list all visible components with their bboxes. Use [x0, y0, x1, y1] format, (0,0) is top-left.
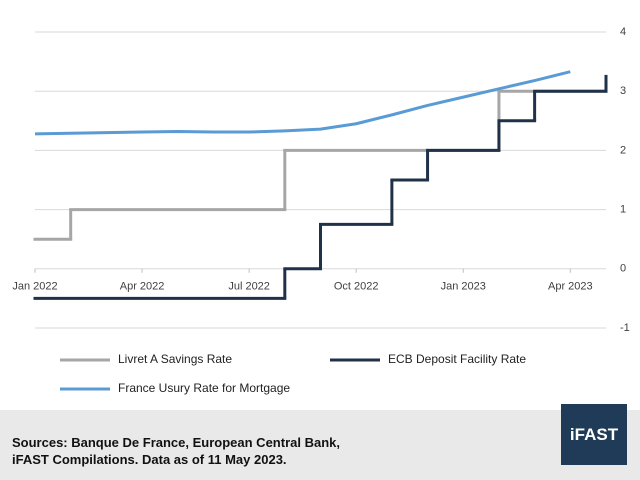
y-tick-label: 0	[620, 263, 626, 275]
y-tick-label: 3	[620, 85, 626, 97]
y-tick-label: -1	[620, 322, 630, 334]
x-tick-label: Apr 2022	[120, 281, 165, 293]
source-line: iFAST Compilations. Data as of 11 May 20…	[12, 452, 287, 467]
logo: iFAST	[561, 404, 627, 465]
x-tick-label: Apr 2023	[548, 281, 593, 293]
y-tick-label: 1	[620, 204, 626, 216]
legend-label: ECB Deposit Facility Rate	[388, 352, 526, 366]
y-tick-label: 4	[620, 26, 626, 38]
source-note: Sources: Banque De France, European Cent…	[12, 434, 340, 468]
x-tick-label: Jan 2023	[441, 281, 486, 293]
footer: Sources: Banque De France, European Cent…	[0, 404, 640, 480]
legend-label: Livret A Savings Rate	[118, 352, 232, 366]
x-tick-label: Jan 2022	[12, 281, 57, 293]
x-tick-label: Oct 2022	[334, 281, 379, 293]
x-tick-label: Jul 2022	[228, 281, 270, 293]
legend-label: France Usury Rate for Mortgage	[118, 381, 290, 395]
line	[34, 70, 571, 136]
chart: -1 0 1 2 3 4 Jan 2022 Apr 2022 Jul 2022 Oct 2022 J…	[12, 26, 630, 395]
y-tick-label: 2	[620, 144, 626, 156]
source-line: Sources: Banque De France, European Cent…	[12, 435, 340, 450]
